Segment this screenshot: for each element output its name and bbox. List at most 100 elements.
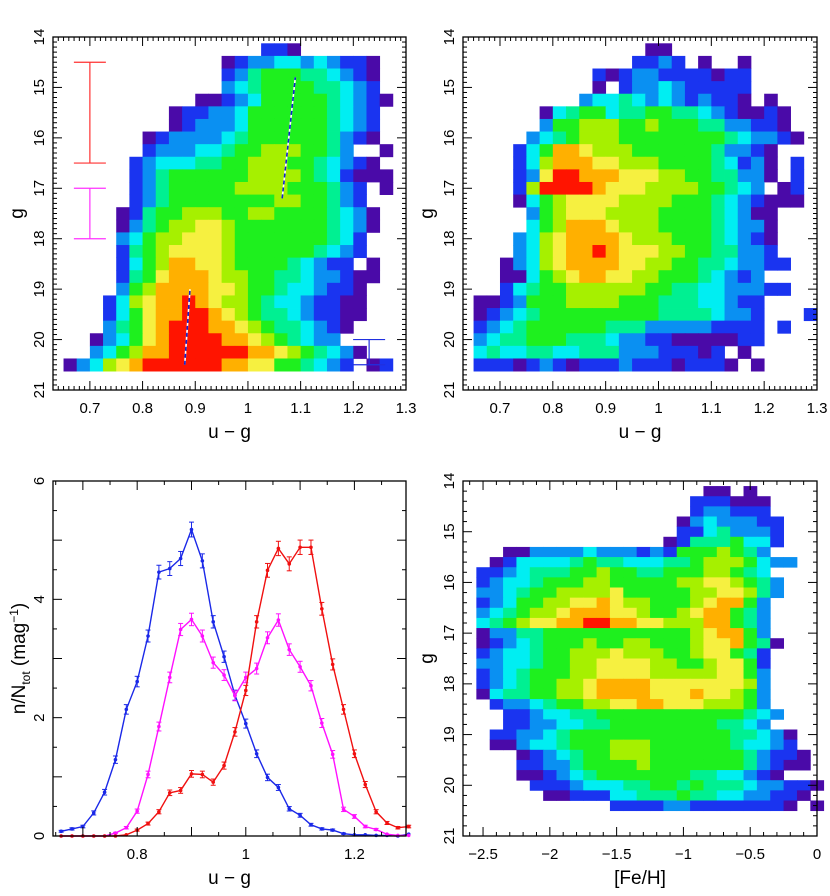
y-label-close: ) <box>9 603 30 609</box>
heatmap-cell <box>566 156 580 170</box>
heatmap-cell <box>730 729 744 741</box>
heatmap-cell <box>711 118 725 132</box>
heatmap-cell <box>698 181 712 195</box>
heatmap-cell <box>208 270 222 284</box>
heatmap-cell <box>698 358 712 372</box>
heatmap-cell <box>596 567 611 578</box>
heatmap-cell <box>247 81 262 95</box>
heatmap-cell <box>261 232 275 246</box>
heatmap-cell <box>790 156 805 170</box>
heatmap-cell <box>579 207 593 221</box>
heatmap-cell <box>650 567 664 578</box>
heatmap-cell <box>671 282 686 296</box>
heatmap-cell <box>489 557 504 568</box>
x-tick-label: −1 <box>675 846 692 863</box>
heatmap-cell <box>142 270 157 284</box>
heatmap-cell <box>632 68 646 82</box>
heatmap-cell <box>711 81 725 95</box>
data-point <box>167 791 172 795</box>
heatmap-cell <box>313 156 328 170</box>
heatmap-cell <box>489 567 504 578</box>
heatmap-cell <box>724 333 739 347</box>
heatmap-cell <box>155 207 170 221</box>
heatmap-cell <box>503 557 517 568</box>
heatmap-cell <box>609 759 624 771</box>
heatmap-cell <box>592 144 607 158</box>
heatmap-cell <box>340 345 354 359</box>
heatmap-cell <box>168 181 183 195</box>
data-point <box>135 679 139 684</box>
heatmap-cell <box>632 219 646 233</box>
heatmap-cell <box>770 709 785 720</box>
heatmap-cell <box>743 486 758 497</box>
heatmap-cell <box>658 169 673 183</box>
heatmap-cell <box>623 800 638 812</box>
heatmap-cell <box>632 245 646 259</box>
data-point <box>211 780 216 784</box>
heatmap-cell <box>366 118 381 132</box>
heatmap-cell <box>287 156 302 170</box>
heatmap-cell <box>783 729 798 741</box>
data-point <box>330 752 335 757</box>
heatmap-cell <box>529 587 544 599</box>
heatmap-cell <box>618 320 633 334</box>
axis-ticks <box>53 480 406 837</box>
heatmap-cell <box>632 81 646 95</box>
heatmap-cell <box>261 308 275 322</box>
heatmap-cell <box>730 699 744 710</box>
heatmap-cell <box>168 282 183 296</box>
heatmap-cell <box>503 638 517 649</box>
heatmap-cell <box>632 194 646 208</box>
heatmap-cell <box>313 219 328 233</box>
heatmap-cell <box>313 81 328 95</box>
data-point <box>157 809 161 814</box>
heatmap-cell <box>579 131 593 145</box>
heatmap-cell <box>129 169 143 183</box>
heatmap-cell <box>300 194 315 208</box>
heatmap-cell <box>526 320 541 334</box>
y-tick-label: 21 <box>441 828 458 845</box>
heatmap-cell <box>703 699 718 710</box>
heatmap-cell <box>636 607 651 619</box>
heatmap-cell <box>569 678 584 690</box>
heatmap-cell <box>195 181 209 195</box>
heatmap-cell <box>596 780 611 791</box>
heatmap-cell <box>529 617 544 629</box>
heatmap-cell <box>208 308 222 322</box>
heatmap-cell <box>636 617 651 629</box>
heatmap-cell <box>605 219 620 233</box>
heatmap-cell <box>623 648 638 659</box>
x-tick-label: 0.8 <box>132 400 153 417</box>
heatmap-cell <box>730 557 744 568</box>
heatmap-cell <box>300 55 315 69</box>
heatmap-cell <box>750 207 765 221</box>
heatmap-cell <box>543 770 557 781</box>
heatmap-cell <box>592 194 607 208</box>
heatmap-cell <box>366 207 381 221</box>
heatmap-cell <box>596 770 611 781</box>
heatmap-cell <box>770 638 785 649</box>
heatmap-cell <box>300 345 315 359</box>
heatmap-cell <box>605 282 620 296</box>
heatmap-cell <box>703 516 718 528</box>
heatmap-cell <box>605 232 620 246</box>
heatmap-cell <box>552 106 567 120</box>
heatmap-cell <box>623 638 638 649</box>
heatmap-cell <box>566 270 580 284</box>
heatmap-cell <box>690 577 704 588</box>
heatmap-cell <box>737 257 752 271</box>
heatmap-cell <box>645 181 659 195</box>
heatmap-cell <box>609 638 624 649</box>
heatmap-cell <box>724 131 739 145</box>
heatmap-cell <box>663 790 678 801</box>
heatmap-cell <box>663 587 678 599</box>
heatmap-cell <box>489 577 504 588</box>
heatmap-cell <box>716 678 731 690</box>
heatmap-cell <box>609 719 624 730</box>
heatmap-cell <box>698 295 712 309</box>
heatmap-cell <box>592 81 607 95</box>
heatmap-cell <box>155 245 170 259</box>
heatmap-cell <box>326 295 341 309</box>
data-point <box>287 806 292 811</box>
heatmap-cell <box>676 638 691 649</box>
